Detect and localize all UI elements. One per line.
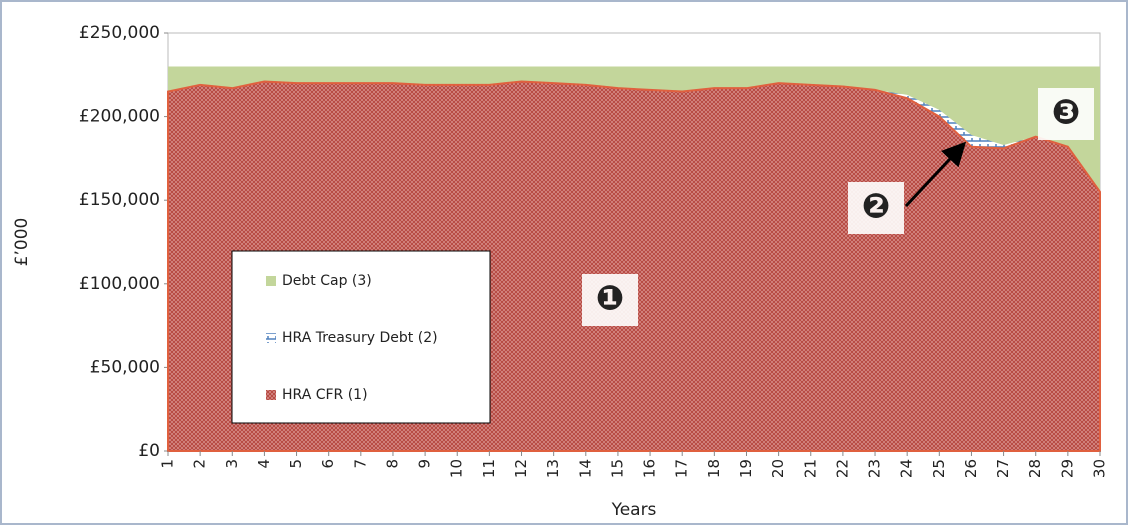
- x-tick-label: 5: [287, 459, 305, 469]
- x-tick-label: 8: [383, 459, 401, 469]
- arrow: [904, 141, 967, 208]
- legend-label: HRA Treasury Debt (2): [282, 330, 438, 346]
- annotation: ❸: [1052, 93, 1081, 133]
- legend-swatch: [266, 333, 276, 343]
- y-tick-label: £100,000: [79, 274, 160, 294]
- x-tick-label: 22: [833, 459, 851, 478]
- annotation-bg: [582, 274, 638, 326]
- legend-label: Debt Cap (3): [282, 273, 372, 289]
- x-tick-label: 20: [769, 459, 787, 478]
- x-tick-label: 10: [448, 459, 466, 478]
- x-tick-label: 4: [255, 459, 273, 469]
- y-tick-label: £0: [138, 441, 160, 461]
- x-tick-label: 24: [898, 459, 916, 478]
- x-tick-label: 13: [544, 459, 562, 478]
- x-tick-label: 28: [1026, 459, 1044, 478]
- x-tick-label: 18: [705, 459, 723, 478]
- x-tick-label: 7: [351, 459, 369, 469]
- x-tick-label: 11: [480, 459, 498, 478]
- y-axis-label: £’000: [12, 218, 32, 267]
- y-tick-label: £150,000: [79, 190, 160, 210]
- x-tick-label: 30: [1091, 459, 1109, 478]
- y-tick-label: £250,000: [79, 23, 160, 43]
- x-tick-label: 3: [223, 459, 241, 469]
- legend-swatch: [266, 276, 276, 286]
- annotation: ❶: [596, 279, 625, 319]
- x-axis-label: Years: [611, 500, 657, 520]
- annotation-bg: [848, 182, 904, 234]
- y-tick-label: £200,000: [79, 107, 160, 127]
- x-tick-label: 17: [673, 459, 691, 478]
- x-tick-label: 26: [962, 459, 980, 478]
- x-tick-label: 19: [737, 459, 755, 478]
- x-tick-label: 29: [1058, 459, 1076, 478]
- x-tick-label: 6: [319, 459, 337, 469]
- x-tick-label: 12: [512, 459, 530, 478]
- legend-swatch: [266, 390, 276, 400]
- annotation: ❷: [862, 187, 891, 227]
- x-tick-label: 23: [866, 459, 884, 478]
- x-tick-label: 21: [801, 459, 819, 478]
- x-tick-label: 2: [191, 459, 209, 469]
- x-tick-label: 9: [416, 459, 434, 469]
- annotation-bg: [1038, 88, 1094, 140]
- x-tick-label: 14: [576, 459, 594, 478]
- legend-label: HRA CFR (1): [282, 387, 368, 403]
- x-tick-label: 27: [994, 459, 1012, 478]
- x-tick-label: 1: [159, 459, 177, 469]
- x-tick-label: 25: [930, 459, 948, 478]
- y-tick-label: £50,000: [90, 357, 160, 377]
- x-tick-label: 15: [608, 459, 626, 478]
- x-tick-label: 16: [641, 459, 659, 478]
